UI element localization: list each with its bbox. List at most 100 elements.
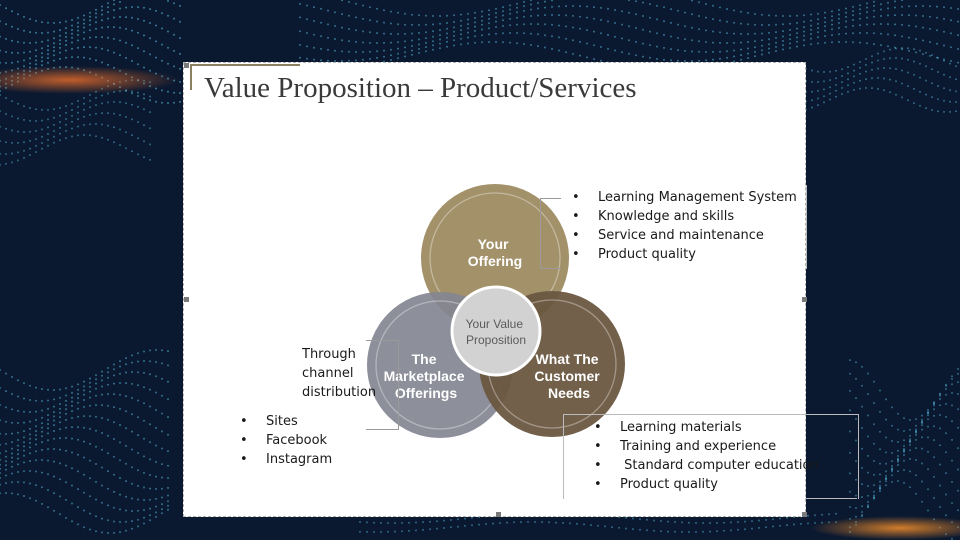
bg-dot [775,36,777,39]
bg-dot [89,99,91,102]
bg-dot [705,41,707,43]
bg-dot [761,44,763,47]
bg-dot [77,523,79,526]
bg-dot [835,77,837,80]
bg-dot [432,30,434,33]
bg-dot [65,418,67,421]
bg-dot [167,450,169,453]
bg-dot [149,8,151,11]
bg-dot [348,28,350,30]
bg-dot [467,18,469,21]
bg-dot [113,393,115,396]
bg-dot [705,29,707,32]
bg-dot [11,376,13,378]
bg-dot [334,38,336,40]
bg-dot [558,14,560,17]
bg-dot [23,118,25,121]
glow-left [0,66,180,94]
bg-dot [95,415,97,418]
bg-dot [871,61,873,64]
bg-dot [149,360,151,363]
bg-dot [155,444,157,447]
bg-dot [59,513,61,516]
bg-dot [5,127,7,130]
bg-dot [502,6,504,9]
bg-dot [155,349,157,351]
bg-dot [59,411,61,414]
bg-dot [83,102,85,105]
bg-dot [35,63,37,66]
bg-dot [915,25,917,28]
bg-dot [831,15,833,18]
bg-dot [149,37,151,40]
bg-dot [943,87,945,90]
bg-dot [464,517,466,520]
bg-dot [513,521,515,524]
bg-dot [586,42,588,45]
bg-dot [11,393,13,395]
bg-dot [101,517,103,520]
bg-dot [691,0,693,2]
selection-handle[interactable] [496,512,501,517]
bg-dot [861,511,863,513]
bg-dot [548,521,550,524]
bg-dot [453,21,455,23]
bg-dot [733,49,735,52]
bg-dot [572,52,574,55]
bg-dot [125,495,127,498]
bg-dot [621,10,623,13]
bg-dot [23,470,25,473]
bg-dot [887,33,889,36]
bg-dot [523,0,525,3]
bg-dot [101,393,103,396]
bg-dot [41,400,43,402]
bg-dot [814,514,816,517]
bg-dot [89,15,91,18]
bg-dot [83,426,85,429]
list-item: Service and maintenance [572,226,797,245]
bg-dot [488,27,490,30]
bg-dot [855,418,857,420]
bg-dot [579,15,581,18]
bg-dot [852,41,854,44]
bg-dot [95,515,97,518]
bg-dot [71,417,73,419]
bg-dot [823,101,825,104]
bg-dot [523,32,525,35]
venn-label-marketplace: The Marketplace Offerings [384,351,469,401]
bg-dot [474,30,476,32]
bg-dot [831,23,833,26]
bg-dot [894,6,896,9]
bg-dot [775,31,777,34]
bg-dot [817,104,819,107]
selection-handle[interactable] [184,63,189,68]
bg-dot [761,39,763,42]
selection-handle[interactable] [802,297,807,302]
bg-dot [859,79,861,82]
bg-dot [89,29,91,32]
selection-handle[interactable] [802,512,807,517]
bg-dot [143,66,145,69]
bg-dot [113,531,115,534]
bg-dot [47,432,49,435]
bg-dot [41,430,43,433]
bg-dot [35,108,37,111]
bg-dot [137,137,139,140]
bg-dot [951,459,953,462]
bg-dot [885,477,887,479]
bg-dot [828,513,830,516]
bg-dot [101,448,103,451]
bg-dot [565,14,567,17]
selection-handle[interactable] [184,297,189,302]
bg-dot [726,42,728,44]
bg-dot [131,510,133,512]
bg-dot [712,50,714,53]
bg-dot [796,27,798,30]
bg-dot [17,379,19,382]
bg-dot [908,14,910,17]
bg-dot [838,41,840,43]
bg-dot [411,53,413,56]
bg-dot [53,509,55,512]
bg-dot [859,12,861,15]
bg-dot [341,50,343,53]
